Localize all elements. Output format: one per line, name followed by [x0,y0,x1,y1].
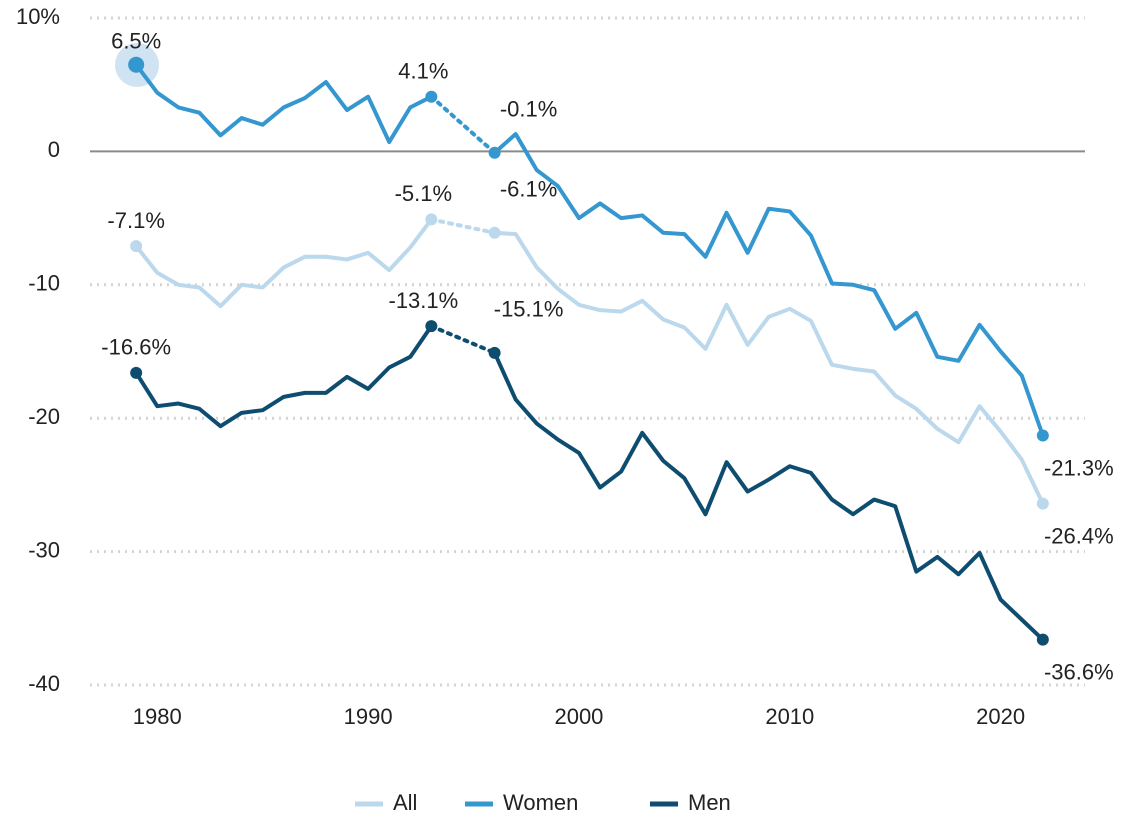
point [1036,633,1049,646]
gap-connector [429,217,497,235]
data-label: -13.1% [389,288,459,313]
point [1036,429,1049,442]
gap-connector [429,94,497,155]
y-tick-label: 10% [16,4,60,29]
point [488,346,501,359]
data-label: -36.6% [1044,659,1114,684]
legend-label: Men [688,790,731,815]
y-tick-label: -30 [28,537,60,562]
y-tick-label: -40 [28,671,60,696]
data-label: -26.4% [1044,523,1114,548]
x-tick-label: 2010 [765,704,814,729]
y-tick-label: -10 [28,271,60,296]
legend-label: All [393,790,417,815]
data-label: -5.1% [395,181,452,206]
point [425,90,438,103]
y-tick-label: -20 [28,404,60,429]
data-label: -21.3% [1044,455,1114,480]
data-label: 4.1% [398,59,448,84]
series-line [492,352,1045,642]
point [1036,497,1049,510]
gap-connector [429,324,497,355]
point [425,320,438,333]
x-tick-label: 2020 [976,704,1025,729]
data-label: 6.5% [111,29,161,54]
x-tick-label: 1980 [133,704,182,729]
x-tick-label: 2000 [554,704,603,729]
data-label: -7.1% [107,208,164,233]
data-label: -15.1% [494,297,564,322]
series-line [494,230,1045,505]
legend-label: Women [503,790,578,815]
point [130,366,143,379]
point [130,240,143,253]
point [425,213,438,226]
series-line [134,218,433,309]
series-line [493,132,1045,437]
point [488,226,501,239]
data-label: -0.1% [500,97,557,122]
x-tick-label: 1990 [344,704,393,729]
point [128,56,145,73]
y-tick-label: 0 [48,137,60,162]
data-label: -16.6% [101,335,171,360]
series-line [134,325,434,429]
point [488,146,501,159]
series-line [134,63,433,145]
